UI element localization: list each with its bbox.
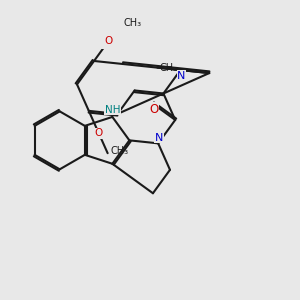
Text: O: O bbox=[95, 128, 103, 138]
Text: O: O bbox=[104, 36, 112, 46]
Text: O: O bbox=[149, 103, 158, 116]
Text: N: N bbox=[177, 71, 186, 81]
Text: CH₃: CH₃ bbox=[124, 19, 142, 28]
Text: CH₃: CH₃ bbox=[160, 63, 178, 73]
Text: CH₃: CH₃ bbox=[110, 146, 128, 156]
Text: N: N bbox=[155, 133, 163, 142]
Text: NH: NH bbox=[105, 105, 120, 115]
